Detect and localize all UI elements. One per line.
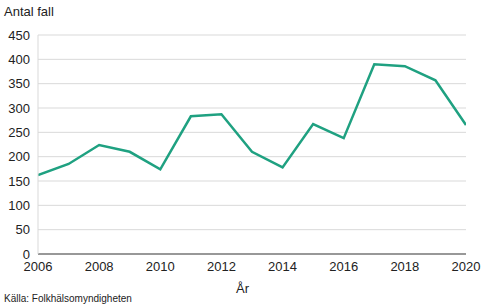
svg-text:2010: 2010 [146, 259, 175, 274]
svg-text:400: 400 [8, 52, 30, 67]
svg-text:2008: 2008 [85, 259, 114, 274]
svg-text:350: 350 [8, 76, 30, 91]
svg-text:100: 100 [8, 198, 30, 213]
svg-text:200: 200 [8, 149, 30, 164]
svg-text:250: 250 [8, 125, 30, 140]
html-text:Antal fall: Antal fall [4, 4, 54, 19]
svg-text:2012: 2012 [207, 259, 236, 274]
svg-text:2016: 2016 [329, 259, 358, 274]
svg-text:2018: 2018 [390, 259, 419, 274]
svg-text:300: 300 [8, 101, 30, 116]
svg-text:2020: 2020 [452, 259, 481, 274]
svg-text:150: 150 [8, 174, 30, 189]
svg-text:50: 50 [16, 222, 30, 237]
svg-text:450: 450 [8, 28, 30, 43]
html-text:Källa: Folkhälsomyndigheten: Källa: Folkhälsomyndigheten [4, 293, 132, 304]
html-text:År: År [236, 281, 249, 296]
svg-text:0: 0 [23, 247, 30, 262]
svg-text:2006: 2006 [23, 259, 53, 275]
svg-text:2014: 2014 [268, 259, 297, 274]
